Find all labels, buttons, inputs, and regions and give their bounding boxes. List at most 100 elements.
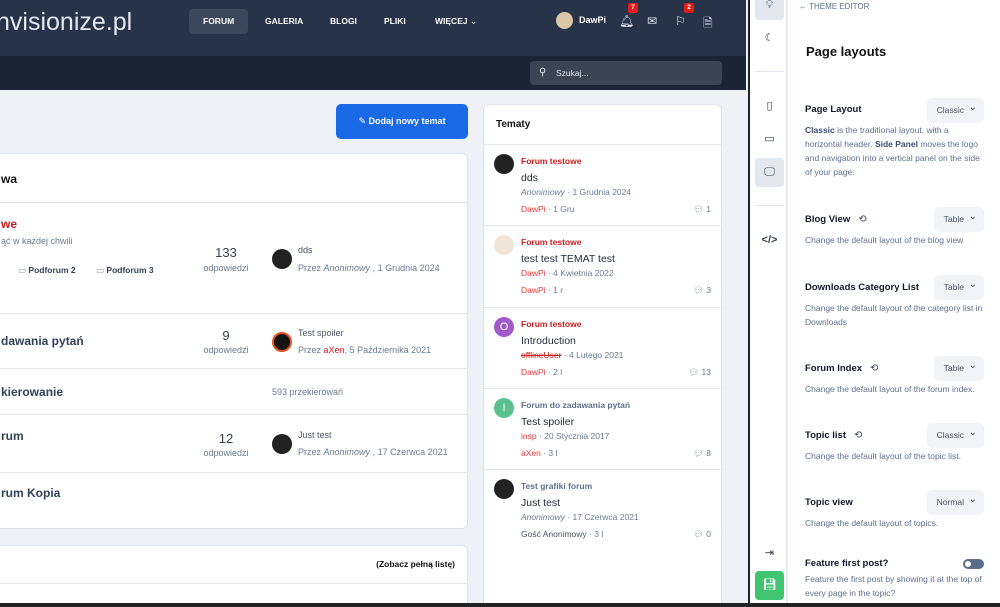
user-avatar[interactable] <box>556 12 573 29</box>
topic-forum[interactable]: Test grafiki forum <box>521 481 593 492</box>
nav-blogi[interactable]: BLOGI <box>330 16 357 26</box>
setting-label-text: Downloads Category List <box>805 282 920 293</box>
mail-icon[interactable]: ✉ <box>647 14 658 28</box>
nav-forum[interactable]: FORUM <box>189 9 249 34</box>
toggle-knob <box>965 561 971 567</box>
setting-select[interactable]: Table <box>933 204 984 232</box>
setting-desc: Change the default layout of the blog vi… <box>805 235 964 245</box>
nav-wiecej[interactable]: WIĘCEJ ⌄ <box>435 16 478 26</box>
topic-date: · 1 Grudnia 2024 <box>567 187 632 197</box>
forum-row: kierowanie 593 przekierowań <box>0 368 467 414</box>
forum-title[interactable]: kierowanie <box>1 385 64 399</box>
desktop-icon[interactable]: 🖵︎ <box>755 158 784 187</box>
topic-author[interactable]: insp <box>521 430 537 441</box>
see-full-list-link[interactable]: (Zobacz pełną listę) <box>376 559 455 569</box>
history-icon[interactable]: ⟲ <box>854 430 863 441</box>
topic-item[interactable]: Test grafiki forum Just test Anonimowy ·… <box>484 469 721 550</box>
topic-title[interactable]: Test spoiler <box>521 415 575 428</box>
author[interactable]: Anonimowy <box>323 263 371 273</box>
topic-author[interactable]: Anonimowy <box>521 187 565 197</box>
avatar[interactable] <box>494 154 514 174</box>
comment-icon: 💬︎ <box>693 447 704 458</box>
avatar[interactable]: O <box>494 316 514 337</box>
logout-icon[interactable]: ⇥ <box>764 547 775 559</box>
reply-count: 12 <box>218 431 234 446</box>
new-topic-label: Dodaj nowy temat <box>368 116 446 126</box>
subforum-link[interactable]: ▭ Podforum 2 <box>18 265 76 276</box>
topic-forum[interactable]: Forum testowe <box>521 318 582 329</box>
topic-item[interactable]: O Forum testowe Introduction offlineUser … <box>484 306 721 388</box>
last-poster[interactable]: DawPi <box>521 204 546 214</box>
moon-icon[interactable]: ☾ <box>764 32 775 44</box>
subforum-link[interactable]: ▭ Podforum 3 <box>96 265 154 276</box>
nav-pliki[interactable]: PLIKI <box>384 16 406 26</box>
forum-title[interactable]: dawania pytań <box>1 334 84 348</box>
last-poster[interactable]: DawPi <box>521 366 546 377</box>
avatar[interactable] <box>272 249 292 269</box>
topic-forum[interactable]: Forum testowe <box>521 156 582 166</box>
forum-row: we ąć w każdej chwili ▭ Podforum 2 ▭ Pod… <box>0 202 467 313</box>
forum-title[interactable]: rum Kopia <box>1 486 61 500</box>
avatar[interactable] <box>272 332 292 352</box>
setting-select[interactable]: Table <box>933 272 984 300</box>
page-layout-select[interactable]: Classic <box>926 95 984 123</box>
forum-title[interactable]: rum <box>1 429 24 443</box>
topic-forum[interactable]: Forum do zadawania pytań <box>521 399 631 410</box>
last-post-title[interactable]: Just test <box>298 430 332 440</box>
feature-first-post-toggle[interactable] <box>963 559 984 569</box>
topic-title[interactable]: Introduction <box>521 334 576 347</box>
nav-galeria[interactable]: GALERIA <box>265 16 304 26</box>
setting-select[interactable]: Normal <box>926 487 984 515</box>
tablet-icon[interactable]: ▭ <box>764 133 775 145</box>
folder-icon: ▭ <box>18 265 29 275</box>
last-poster[interactable]: aXen <box>521 447 541 458</box>
topic-title[interactable]: test test TEMAT test <box>521 253 615 266</box>
flag-icon[interactable]: ⚐ <box>675 14 686 28</box>
topic-item[interactable]: Forum testowe test test TEMAT test DawPi… <box>484 225 721 306</box>
lightbulb-icon[interactable]: 💡︎ <box>755 0 784 20</box>
topic-item[interactable]: I Forum do zadawania pytań Test spoiler i… <box>484 387 721 469</box>
code-icon[interactable]: </> <box>761 234 778 246</box>
history-icon[interactable]: ⟲ <box>858 214 867 225</box>
topic-item[interactable]: Forum testowe dds Anonimowy · 1 Grudnia … <box>484 144 721 225</box>
setting-label: Blog View ⟲ <box>805 214 867 225</box>
setting-select[interactable]: Table <box>933 353 984 381</box>
forum-row: rum 12 odpowiedzi Just test Przez Anonim… <box>0 414 467 472</box>
topic-author[interactable]: offlineUser <box>521 349 562 360</box>
history-icon[interactable]: ⟲ <box>870 363 879 374</box>
reply-number: 8 <box>706 447 711 458</box>
folder-icon: ▭ <box>96 265 107 275</box>
phone-icon[interactable]: ▯ <box>766 100 773 112</box>
forum-title[interactable]: we <box>1 217 18 231</box>
avatar[interactable] <box>494 479 514 500</box>
back-to-theme-editor[interactable]: ← THEME EDITOR <box>799 2 870 11</box>
topic-title[interactable]: dds <box>521 172 538 184</box>
save-icon[interactable]: 💾︎ <box>755 571 784 600</box>
site-logo[interactable]: nvisionize.pl <box>0 8 133 36</box>
topic-date: · 4 Kwietnia 2022 <box>547 268 614 279</box>
last-poster[interactable]: DawPi <box>521 285 546 296</box>
last-post-title[interactable]: dds <box>298 245 313 255</box>
topics-widget: Tematy Forum testowe dds Anonimowy · 1 G… <box>483 104 722 607</box>
last-poster[interactable]: Gość Anonimowy <box>521 529 587 540</box>
topic-author[interactable]: DawPi <box>521 268 546 279</box>
last-post-title[interactable]: Test spoiler <box>298 328 344 338</box>
search-input[interactable]: ⚲ Szukaj... <box>530 61 722 85</box>
by-label: Przez <box>298 263 322 273</box>
new-topic-button[interactable]: ✎ Dodaj nowy temat <box>336 104 468 139</box>
user-name[interactable]: DawPi <box>579 15 607 25</box>
author[interactable]: aXen <box>323 345 345 355</box>
avatar[interactable] <box>272 434 292 454</box>
avatar[interactable] <box>494 235 514 256</box>
avatar[interactable]: I <box>494 397 514 418</box>
document-icon[interactable]: 🗎 <box>703 16 713 30</box>
bell-icon[interactable]: 🔔︎ <box>619 14 635 28</box>
topic-forum[interactable]: Forum testowe <box>521 237 582 248</box>
author[interactable]: Anonimowy <box>323 447 371 457</box>
topic-title[interactable]: Just test <box>521 497 561 510</box>
topic-author[interactable]: Anonimowy <box>521 512 565 523</box>
setting-select[interactable]: Classic <box>926 420 984 448</box>
reply-count: 💬︎ 3 <box>693 285 711 296</box>
divider <box>0 583 467 584</box>
by-label: Przez <box>298 345 322 355</box>
